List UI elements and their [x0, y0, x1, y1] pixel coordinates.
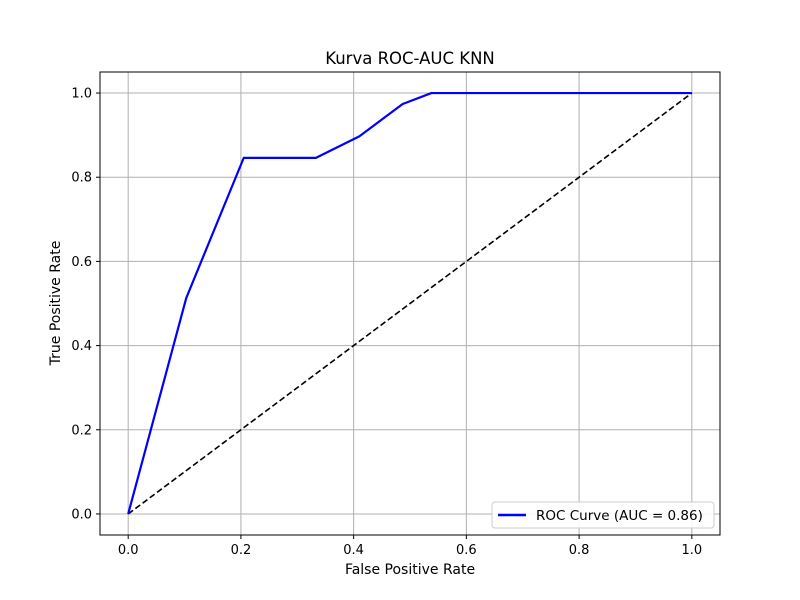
y-tick-label: 0.6	[71, 255, 92, 270]
y-tick-label: 0.8	[71, 171, 92, 186]
grid-lines	[100, 72, 720, 535]
x-tick-label: 0.8	[569, 543, 590, 558]
y-tick-label: 1.0	[71, 87, 92, 102]
x-tick-label: 0.2	[231, 543, 252, 558]
y-tick-label: 0.0	[71, 507, 92, 522]
plot-frame	[99, 71, 721, 536]
legend-label-roc: ROC Curve (AUC = 0.86)	[536, 508, 703, 524]
y-axis-label: True Positive Rate	[48, 241, 64, 367]
plot-series	[127, 91, 693, 515]
x-axis-label: False Positive Rate	[345, 562, 475, 578]
random-classifier-line	[127, 92, 693, 515]
axis-ticks: 0.0 0.2 0.4 0.6 0.8 1.0 0.0 0.2 0.4 0.6 0.8 1.0	[71, 87, 702, 558]
legend: ROC Curve (AUC = 0.86)	[491, 501, 715, 529]
y-tick-label: 0.2	[71, 423, 92, 438]
roc-curve-line	[127, 91, 692, 515]
chart-title: Kurva ROC-AUC KNN	[325, 49, 495, 68]
x-tick-label: 0.0	[118, 543, 139, 558]
x-tick-label: 1.0	[681, 543, 702, 558]
x-tick-label: 0.6	[456, 543, 477, 558]
x-tick-label: 0.4	[343, 543, 364, 558]
legend-box	[491, 501, 715, 529]
y-tick-label: 0.4	[71, 339, 92, 354]
